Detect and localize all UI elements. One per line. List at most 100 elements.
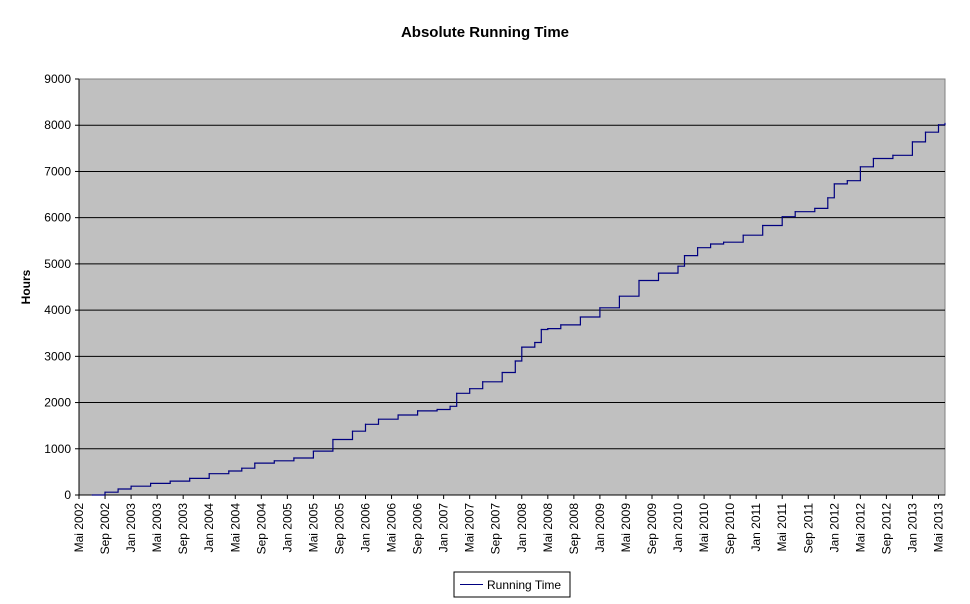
data-point bbox=[638, 279, 640, 282]
data-point bbox=[696, 247, 699, 249]
data-point bbox=[169, 480, 171, 482]
x-tick-label: Jan 2006 bbox=[358, 503, 372, 553]
data-point bbox=[814, 207, 816, 210]
x-tick-label: Sep 2008 bbox=[567, 503, 581, 555]
data-point bbox=[911, 141, 914, 143]
data-point bbox=[833, 183, 835, 185]
x-tick-label: Jan 2008 bbox=[515, 503, 529, 553]
x-tick-label: Sep 2012 bbox=[879, 503, 893, 555]
data-point bbox=[924, 131, 927, 133]
x-tick-label: Jan 2011 bbox=[749, 503, 763, 552]
y-tick-label: 3000 bbox=[44, 349, 71, 363]
data-point bbox=[228, 470, 230, 472]
data-point bbox=[130, 485, 132, 487]
y-tick-label: 9000 bbox=[44, 72, 71, 86]
data-point bbox=[742, 234, 744, 236]
data-point bbox=[534, 341, 536, 344]
data-point bbox=[91, 494, 93, 496]
x-tick-label: Sep 2011 bbox=[801, 503, 815, 554]
y-tick-label: 4000 bbox=[44, 303, 71, 317]
data-point bbox=[762, 224, 764, 227]
data-point bbox=[579, 316, 581, 318]
x-tick-label: Mai 2004 bbox=[228, 503, 242, 553]
x-tick-label: Sep 2007 bbox=[489, 503, 503, 555]
data-point bbox=[364, 423, 367, 425]
data-point bbox=[104, 491, 106, 493]
data-point bbox=[683, 254, 686, 257]
data-point bbox=[332, 438, 334, 441]
data-point bbox=[208, 473, 210, 475]
y-tick-label: 8000 bbox=[44, 118, 71, 132]
x-tick-label: Jan 2012 bbox=[827, 503, 841, 553]
data-point bbox=[859, 166, 861, 168]
data-point bbox=[540, 328, 542, 331]
y-axis-label: Hours bbox=[19, 269, 33, 304]
data-point bbox=[521, 346, 523, 348]
data-point bbox=[312, 450, 315, 452]
y-tick-label: 6000 bbox=[44, 211, 71, 225]
x-tick-label: Mai 2006 bbox=[385, 503, 399, 553]
data-point bbox=[657, 272, 660, 274]
data-point bbox=[937, 124, 940, 126]
data-point bbox=[273, 460, 275, 462]
x-tick-label: Mai 2002 bbox=[72, 503, 86, 553]
y-axis: 0 1000 2000 3000 4000 5000 6000 7000 8000 9000 bbox=[44, 72, 80, 502]
y-tick-label: 0 bbox=[64, 488, 71, 502]
x-tick-label: Jan 2007 bbox=[437, 503, 451, 553]
data-point bbox=[449, 405, 451, 407]
x-tick-label: Jan 2003 bbox=[124, 503, 138, 553]
data-point bbox=[501, 371, 503, 374]
x-tick-label: Sep 2002 bbox=[98, 503, 112, 555]
x-tick-label: Jan 2013 bbox=[905, 503, 919, 553]
data-point bbox=[547, 328, 549, 330]
y-tick-label: 5000 bbox=[44, 257, 71, 271]
x-tick-label: Mai 2008 bbox=[541, 503, 555, 553]
x-tick-label: Mai 2010 bbox=[697, 503, 711, 553]
data-point bbox=[872, 157, 874, 160]
data-point bbox=[560, 324, 562, 326]
data-point bbox=[677, 265, 679, 267]
data-point bbox=[709, 243, 712, 245]
data-point bbox=[469, 388, 471, 390]
y-tick-label: 1000 bbox=[44, 442, 71, 456]
x-tick-label: Sep 2004 bbox=[254, 503, 268, 555]
x-tick-label: Mai 2003 bbox=[150, 503, 164, 553]
x-tick-label: Sep 2009 bbox=[645, 503, 659, 555]
data-point bbox=[781, 216, 783, 218]
data-point bbox=[254, 462, 256, 464]
data-point bbox=[514, 360, 516, 362]
legend-label: Running Time bbox=[487, 578, 561, 592]
x-tick-label: Jan 2009 bbox=[593, 503, 607, 553]
data-point bbox=[117, 488, 119, 490]
plot-area bbox=[78, 78, 946, 496]
data-point bbox=[599, 307, 601, 309]
data-point bbox=[436, 408, 438, 411]
x-tick-label: Jan 2005 bbox=[280, 503, 294, 553]
series-layer bbox=[91, 122, 946, 496]
data-point bbox=[241, 467, 243, 469]
legend: Running Time bbox=[453, 571, 571, 598]
x-tick-label: Sep 2005 bbox=[332, 503, 346, 555]
data-point bbox=[416, 410, 419, 412]
data-point bbox=[189, 477, 191, 479]
data-point bbox=[397, 414, 399, 416]
gridlines bbox=[79, 124, 945, 450]
data-point bbox=[794, 211, 796, 213]
data-point bbox=[723, 241, 725, 243]
x-tick-label: Mai 2009 bbox=[619, 503, 633, 553]
x-tick-label: Mai 2011 bbox=[775, 503, 789, 552]
x-tick-label: Sep 2003 bbox=[176, 503, 190, 555]
x-tick-label: Mai 2007 bbox=[463, 503, 477, 553]
data-point bbox=[377, 418, 380, 420]
x-tick-label: Sep 2010 bbox=[723, 503, 737, 555]
data-point bbox=[456, 392, 458, 394]
data-point bbox=[150, 482, 152, 485]
data-point bbox=[482, 381, 484, 383]
data-point bbox=[846, 180, 848, 182]
data-point bbox=[351, 430, 354, 432]
x-tick-label: Sep 2006 bbox=[411, 503, 425, 555]
x-axis: Mai 2002 Sep 2002 Jan 2003 Mai 2003 Sep 2003… bbox=[72, 494, 945, 555]
data-point bbox=[944, 122, 946, 124]
x-tick-label: Mai 2012 bbox=[853, 503, 867, 553]
